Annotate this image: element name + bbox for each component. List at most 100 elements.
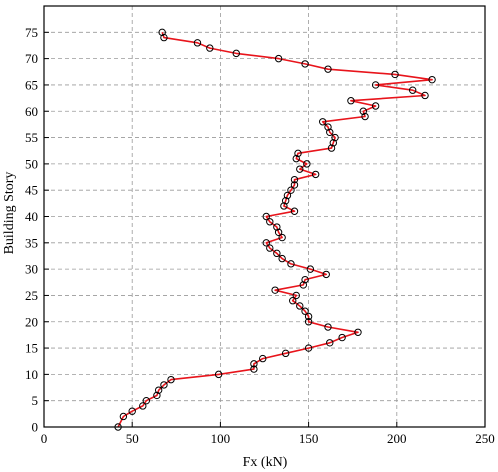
data-point [306, 265, 315, 273]
data-point [280, 202, 288, 210]
y-tick-label: 5 [32, 393, 39, 408]
y-tick-label: 55 [25, 130, 38, 145]
data-point [319, 118, 327, 126]
y-tick-label: 25 [25, 288, 38, 303]
data-point [142, 396, 151, 405]
data-point [128, 407, 136, 415]
data-point [408, 86, 417, 94]
y-tick-labels: 0 5 10 15 20 25 30 35 40 45 50 55 60 65 70 75 [25, 25, 38, 435]
y-tick-label: 15 [25, 341, 38, 356]
data-point [301, 60, 309, 68]
data-point [428, 75, 436, 84]
y-tick-label: 60 [25, 104, 38, 119]
y-tick-label: 50 [25, 156, 38, 171]
x-tick-label: 0 [41, 431, 48, 446]
data-point [303, 160, 311, 168]
data-point [266, 244, 274, 252]
data-line [117, 32, 433, 428]
data-point [278, 254, 286, 263]
data-point [250, 360, 258, 368]
data-point [273, 223, 281, 231]
data-point [290, 181, 299, 189]
data-point [327, 144, 336, 152]
data-point [326, 128, 334, 137]
x-tick-labels: 0 50 100 150 200 250 [41, 431, 495, 446]
y-tick-label: 35 [25, 235, 38, 250]
data-point [338, 333, 346, 342]
data-point [391, 70, 399, 79]
x-tick-label: 200 [387, 431, 407, 446]
y-tick-label: 65 [25, 77, 38, 92]
data-point [206, 44, 214, 52]
data-point [361, 112, 369, 121]
data-point [281, 197, 290, 205]
y-tick-label: 40 [25, 209, 38, 224]
data-point [289, 297, 297, 305]
data-point [193, 39, 202, 47]
data-point [296, 302, 304, 310]
data-point [287, 186, 295, 194]
data-point [296, 165, 304, 173]
data-point [259, 354, 267, 363]
data-point [301, 275, 309, 284]
data-point [139, 402, 147, 410]
x-tick-label: 100 [211, 431, 231, 446]
gridlines [44, 6, 485, 427]
data-point [273, 249, 281, 258]
y-tick-label: 70 [25, 51, 38, 66]
data-point [324, 323, 332, 331]
y-tick-label: 30 [25, 262, 38, 277]
data-point [119, 412, 128, 421]
data-point [271, 286, 279, 294]
data-point [371, 102, 380, 110]
data-point [214, 370, 223, 379]
data-point [354, 328, 362, 336]
data-point [274, 228, 283, 236]
data-point [287, 260, 295, 268]
data-point [311, 170, 320, 179]
data-point [154, 386, 163, 394]
y-tick-label: 20 [25, 314, 38, 329]
data-point [347, 97, 355, 105]
data-point [290, 207, 299, 215]
plot-frame [43, 5, 486, 428]
data-point [294, 149, 302, 158]
y-axis-label: Building Story [2, 172, 17, 255]
data-point [301, 307, 309, 315]
data-point [324, 123, 332, 131]
data-point [281, 349, 290, 358]
data-point [158, 28, 166, 37]
data-point [262, 239, 270, 247]
data-point [290, 175, 299, 184]
data-point [304, 318, 313, 326]
data-point [250, 365, 258, 373]
series-line [117, 32, 433, 428]
data-point [266, 218, 274, 226]
data-point [292, 154, 300, 163]
x-tick-label: 250 [475, 431, 495, 446]
y-tick-label: 75 [25, 25, 38, 40]
data-point [274, 54, 283, 63]
ticks [43, 31, 486, 428]
data-point [326, 339, 334, 347]
data-point [304, 312, 313, 321]
x-tick-label: 150 [299, 431, 319, 446]
data-point [283, 191, 292, 200]
data-point [153, 391, 161, 400]
data-point [160, 33, 168, 42]
data-point [299, 281, 308, 289]
data-point [160, 381, 168, 389]
data-markers [114, 28, 436, 431]
y-tick-label: 10 [25, 367, 38, 382]
data-point [304, 344, 313, 352]
y-tick-label: 45 [25, 183, 38, 198]
data-point [262, 212, 270, 221]
data-point [292, 291, 300, 300]
data-point [278, 233, 286, 242]
data-point [232, 49, 240, 58]
data-point [371, 81, 380, 89]
data-point [324, 65, 332, 73]
data-point [359, 107, 367, 115]
data-point [329, 139, 337, 147]
